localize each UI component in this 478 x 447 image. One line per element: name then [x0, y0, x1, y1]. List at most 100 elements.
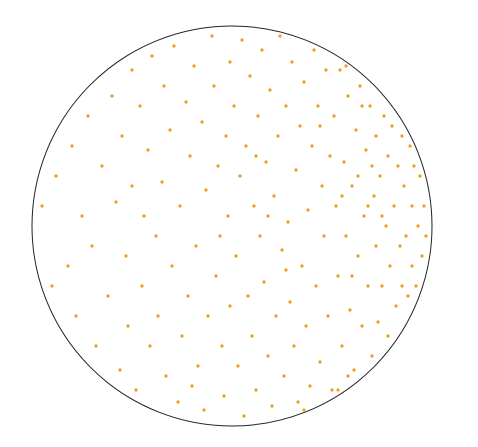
- point: [344, 64, 348, 68]
- point: [280, 248, 284, 252]
- point: [170, 264, 174, 268]
- point: [252, 204, 256, 208]
- point: [278, 34, 282, 38]
- point: [388, 264, 392, 268]
- point: [298, 124, 302, 128]
- point: [284, 104, 288, 108]
- point: [398, 244, 402, 248]
- point: [292, 344, 296, 348]
- point: [340, 194, 344, 198]
- point: [90, 244, 94, 248]
- point: [424, 234, 428, 238]
- point: [256, 114, 260, 118]
- point: [160, 180, 164, 184]
- circle-boundary: [31, 25, 433, 427]
- point: [192, 64, 196, 68]
- point: [318, 360, 322, 364]
- point: [220, 344, 224, 348]
- point: [130, 184, 134, 188]
- point: [186, 294, 190, 298]
- point: [394, 304, 398, 308]
- point: [218, 234, 222, 238]
- point: [138, 104, 142, 108]
- point: [396, 164, 400, 168]
- point: [314, 284, 318, 288]
- point: [284, 268, 288, 272]
- point: [354, 128, 358, 132]
- point: [352, 368, 356, 372]
- point: [100, 164, 104, 168]
- point: [294, 168, 298, 172]
- point: [378, 174, 382, 178]
- point: [140, 284, 144, 288]
- point: [360, 104, 364, 108]
- point: [318, 124, 322, 128]
- point: [80, 214, 84, 218]
- point: [148, 344, 152, 348]
- point: [382, 114, 386, 118]
- point: [338, 68, 342, 72]
- point: [304, 324, 308, 328]
- point: [110, 94, 114, 98]
- point: [86, 114, 90, 118]
- point: [210, 34, 214, 38]
- point: [348, 308, 352, 312]
- point: [400, 284, 404, 288]
- point: [350, 274, 354, 278]
- point: [400, 134, 404, 138]
- point: [176, 400, 180, 404]
- point: [386, 154, 390, 158]
- point: [358, 84, 362, 88]
- point: [418, 174, 422, 178]
- point: [380, 284, 384, 288]
- point: [232, 104, 236, 108]
- point: [146, 148, 150, 152]
- point: [374, 134, 378, 138]
- point: [206, 314, 210, 318]
- point: [342, 160, 346, 164]
- point: [340, 344, 344, 348]
- point: [370, 164, 374, 168]
- point: [312, 48, 316, 52]
- point: [372, 194, 376, 198]
- point: [234, 254, 238, 258]
- point: [254, 154, 258, 158]
- point: [180, 334, 184, 338]
- point: [310, 144, 314, 148]
- point: [222, 394, 226, 398]
- point: [260, 48, 264, 52]
- point: [274, 314, 278, 318]
- point: [40, 204, 44, 208]
- point: [286, 220, 290, 224]
- point: [70, 144, 74, 148]
- point: [408, 144, 412, 148]
- point: [412, 164, 416, 168]
- point: [196, 364, 200, 368]
- point: [212, 84, 216, 88]
- point: [402, 184, 406, 188]
- point: [404, 234, 408, 238]
- point: [362, 214, 366, 218]
- point: [392, 204, 396, 208]
- point: [370, 354, 374, 358]
- point: [188, 154, 192, 158]
- point: [374, 244, 378, 248]
- point: [328, 154, 332, 158]
- point: [254, 388, 258, 392]
- point: [228, 304, 232, 308]
- point: [384, 224, 388, 228]
- point: [316, 104, 320, 108]
- point: [150, 54, 154, 58]
- point: [124, 254, 128, 258]
- point: [268, 88, 272, 92]
- point: [346, 94, 350, 98]
- point: [344, 234, 348, 238]
- point: [142, 214, 146, 218]
- point: [270, 404, 274, 408]
- point: [214, 274, 218, 278]
- point: [244, 144, 248, 148]
- point: [422, 204, 426, 208]
- point: [288, 300, 292, 304]
- point: [282, 374, 286, 378]
